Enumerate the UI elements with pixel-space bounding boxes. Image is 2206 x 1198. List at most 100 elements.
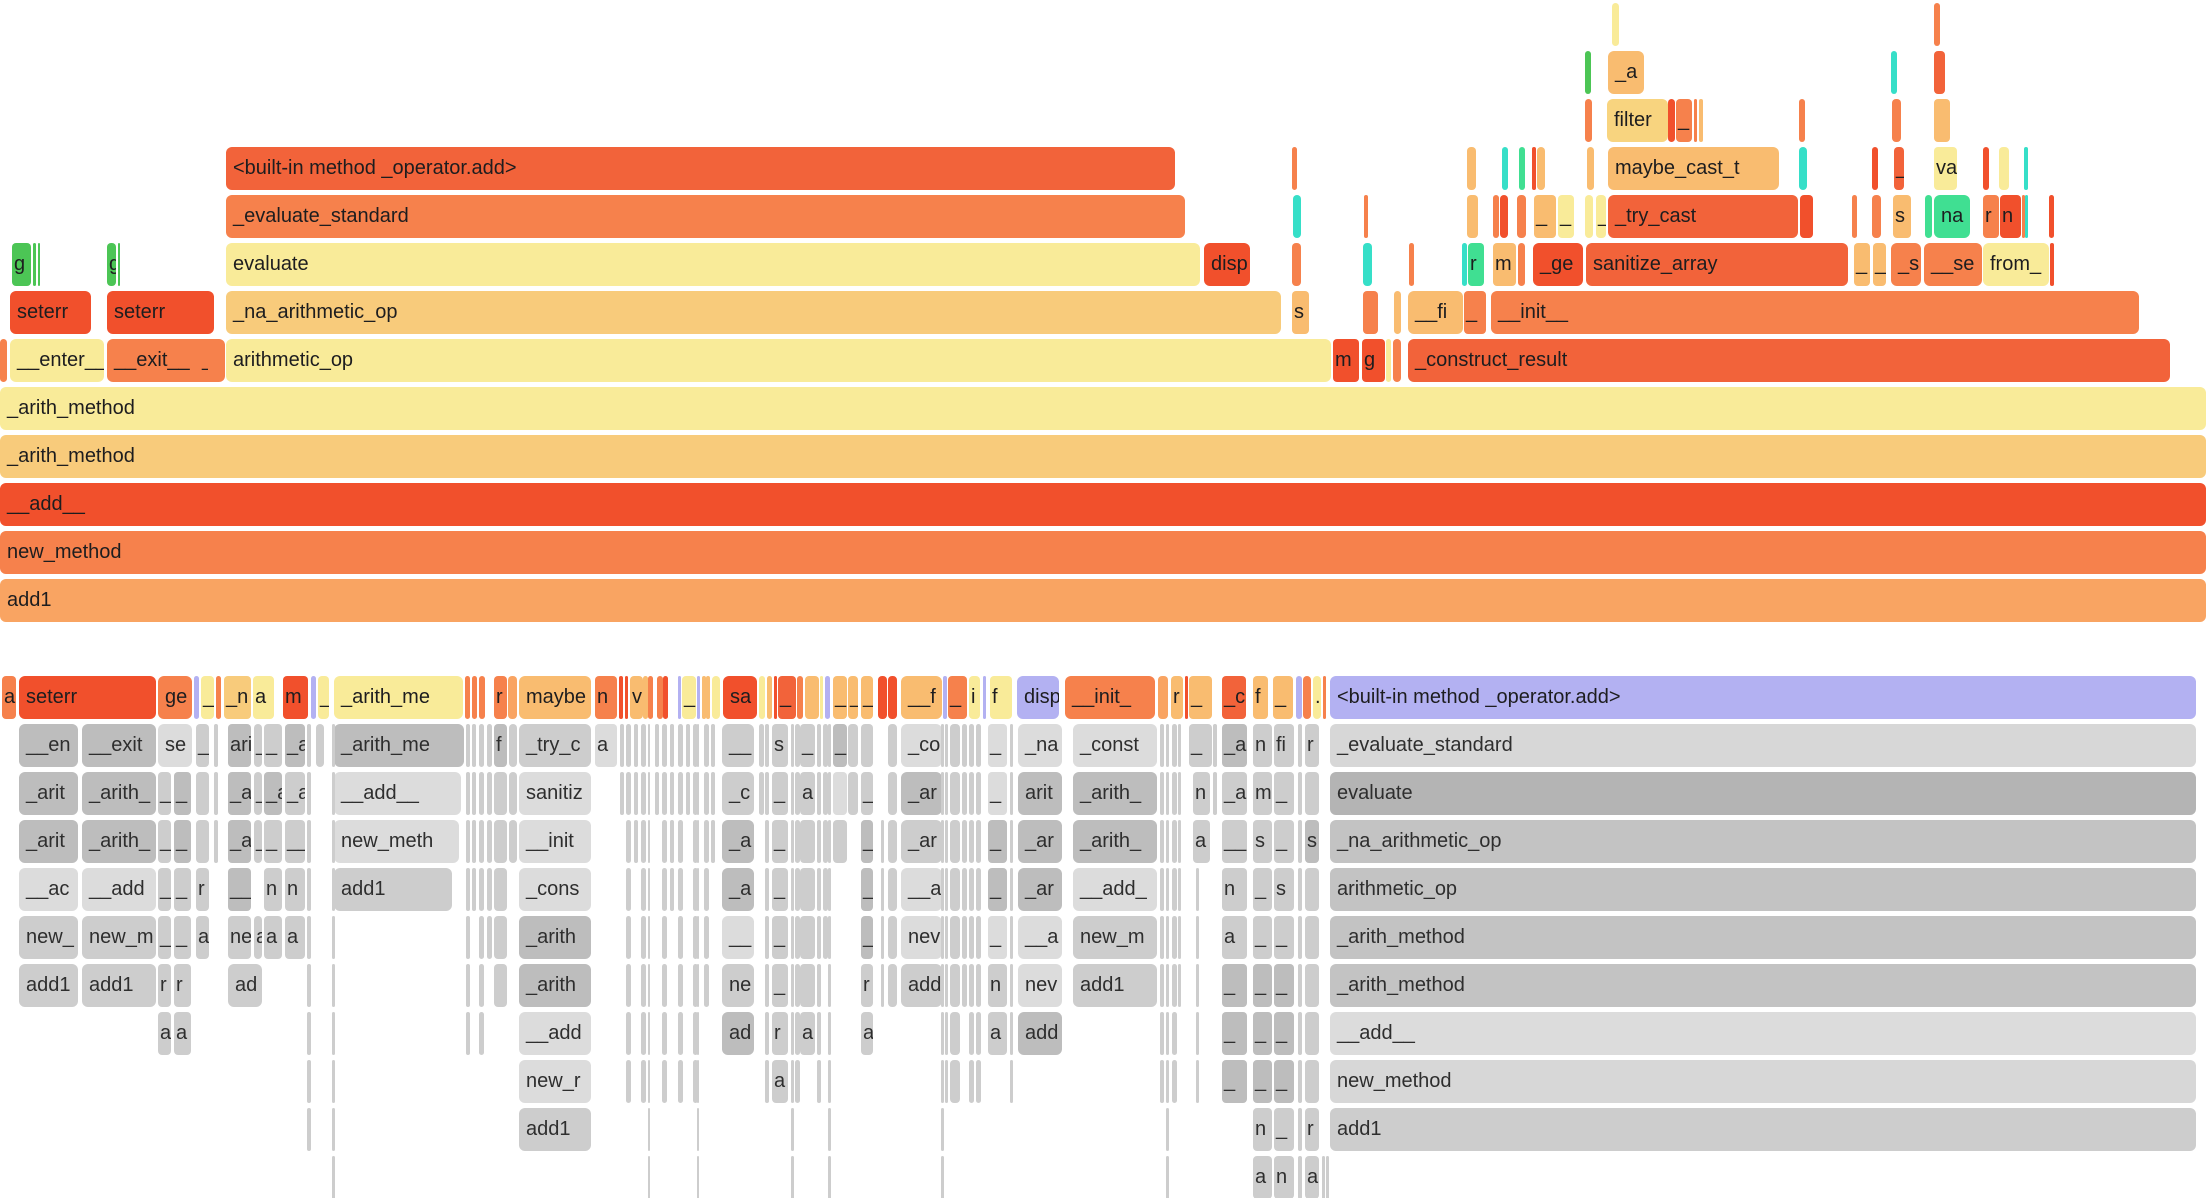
caller-frame-_arith_me[interactable]: _arith_me	[334, 724, 464, 767]
frame-sliver[interactable]	[1363, 243, 1372, 286]
caller-frame-sliver[interactable]	[697, 820, 699, 863]
caller-frame-sliver[interactable]	[1166, 964, 1169, 1007]
frame-n[interactable]: n	[595, 676, 617, 719]
frame-__enter__[interactable]: __enter__	[10, 339, 104, 382]
caller-frame-_ar[interactable]: _ar	[1018, 868, 1062, 911]
caller-frame-evaluate[interactable]: evaluate	[1330, 772, 2196, 815]
caller-frame-sliver[interactable]	[641, 1012, 646, 1055]
frame-maybe_cast_t[interactable]: maybe_cast_t	[1608, 147, 1779, 190]
frame-sliver[interactable]	[1394, 291, 1401, 334]
frame-seterr[interactable]: seterr	[19, 676, 156, 719]
frame-sliver[interactable]	[0, 339, 7, 382]
caller-frame-sliver[interactable]	[307, 964, 311, 1007]
caller-frame-sliver[interactable]	[662, 820, 667, 863]
caller-frame-sliver[interactable]	[711, 724, 715, 767]
caller-frame-sliver[interactable]	[950, 964, 960, 1007]
caller-frame-sliver[interactable]	[765, 724, 769, 767]
caller-frame-sliver[interactable]	[888, 964, 897, 1007]
caller-frame-sliver[interactable]	[795, 820, 800, 863]
caller-frame-a[interactable]: a	[158, 1012, 171, 1055]
frame-sliver[interactable]	[643, 676, 648, 719]
caller-frame-sliver[interactable]	[765, 772, 769, 815]
caller-frame-sliver[interactable]	[487, 820, 492, 863]
frame-i[interactable]: i	[969, 676, 980, 719]
caller-frame-_a[interactable]: _a	[228, 772, 251, 815]
caller-frame-_[interactable]: _	[254, 772, 262, 815]
caller-frame-sliver[interactable]	[697, 724, 699, 767]
caller-frame-sliver[interactable]	[487, 868, 492, 911]
caller-frame-sliver[interactable]	[969, 964, 974, 1007]
caller-frame-_cons[interactable]: _cons	[519, 868, 591, 911]
caller-frame-sliver[interactable]	[697, 964, 699, 1007]
caller-frame-sliver[interactable]	[648, 1156, 650, 1198]
caller-frame-sliver[interactable]	[1196, 1060, 1199, 1103]
frame-sliver[interactable]	[33, 243, 36, 286]
caller-frame-sliver[interactable]	[950, 772, 960, 815]
caller-frame-_[interactable]: _	[174, 820, 191, 863]
caller-frame-sliver[interactable]	[976, 820, 981, 863]
caller-frame-sliver[interactable]	[848, 724, 858, 767]
caller-frame-sliver[interactable]	[214, 724, 218, 767]
caller-frame-sliver[interactable]	[487, 916, 492, 959]
frame-sliver[interactable]	[1799, 99, 1805, 142]
caller-frame-a[interactable]: a	[988, 1012, 1007, 1055]
caller-frame-sliver[interactable]	[693, 1012, 698, 1055]
caller-frame-sliver[interactable]	[1178, 772, 1181, 815]
caller-frame-new_meth[interactable]: new_meth	[334, 820, 459, 863]
caller-frame-sliver[interactable]	[791, 964, 794, 1007]
caller-frame-sliver[interactable]	[817, 868, 821, 911]
caller-frame-sliver[interactable]	[704, 820, 709, 863]
caller-frame-sliver[interactable]	[662, 868, 667, 911]
caller-frame-_arith_[interactable]: _arith_	[82, 820, 156, 863]
caller-frame-sliver[interactable]	[795, 1012, 800, 1055]
caller-frame-sliver[interactable]	[307, 772, 311, 815]
frame-sliver[interactable]	[1668, 99, 1675, 142]
frame-sliver[interactable]	[1292, 147, 1297, 190]
caller-frame-__add_[interactable]: __add_	[1073, 868, 1157, 911]
caller-frame-sliver[interactable]	[962, 916, 967, 959]
caller-frame-sliver[interactable]	[888, 724, 897, 767]
frame-sliver[interactable]	[2022, 195, 2025, 238]
frame-r[interactable]: r	[1983, 195, 1999, 238]
caller-frame-sliver[interactable]	[466, 820, 470, 863]
caller-frame-a[interactable]: a	[1253, 1156, 1272, 1198]
caller-frame-sliver[interactable]	[316, 724, 324, 767]
caller-frame-sliver[interactable]	[678, 1012, 683, 1055]
caller-frame-_a[interactable]: _a	[722, 820, 754, 863]
frame-sliver[interactable]	[311, 676, 316, 719]
frame-sliver[interactable]	[1934, 99, 1950, 142]
caller-frame-add1[interactable]: add1	[82, 964, 156, 1007]
frame-sliver[interactable]	[878, 676, 887, 719]
caller-frame-sliver[interactable]	[795, 724, 800, 767]
frame-sliver[interactable]	[200, 291, 206, 334]
caller-frame-_evaluate_standard[interactable]: _evaluate_standard	[1330, 724, 2196, 767]
caller-frame-sliver[interactable]	[332, 1108, 335, 1151]
frame-na[interactable]: na	[1934, 195, 1970, 238]
caller-frame-_[interactable]: _	[1274, 916, 1294, 959]
caller-frame-sliver[interactable]	[941, 772, 944, 815]
caller-frame-__add[interactable]: __add	[82, 868, 156, 911]
caller-frame-new_m[interactable]: new_m	[82, 916, 156, 959]
caller-frame-s[interactable]: s	[1274, 868, 1294, 911]
caller-frame-a[interactable]: a	[285, 916, 305, 959]
caller-frame-sliver[interactable]	[969, 1012, 974, 1055]
frame-arithmetic_op[interactable]: arithmetic_op	[226, 339, 1331, 382]
caller-frame-sliver[interactable]	[950, 820, 960, 863]
caller-frame-_[interactable]: _	[772, 772, 788, 815]
caller-frame-sliver[interactable]	[641, 964, 646, 1007]
frame-_[interactable]: _	[778, 676, 796, 719]
caller-frame-sliver[interactable]	[704, 964, 709, 1007]
caller-frame-ne[interactable]: ne	[722, 964, 754, 1007]
frame-sliver[interactable]	[1612, 3, 1619, 46]
caller-frame-sliver[interactable]	[626, 1012, 631, 1055]
frame-_a[interactable]: _a	[1608, 51, 1644, 94]
caller-frame-sliver[interactable]	[332, 724, 335, 767]
caller-frame-_[interactable]: _	[1274, 964, 1294, 1007]
caller-frame-_[interactable]: _	[1253, 916, 1272, 959]
caller-frame-sliver[interactable]	[945, 1060, 948, 1103]
caller-frame-sliver[interactable]	[941, 1108, 944, 1151]
caller-frame-sliver[interactable]	[332, 772, 335, 815]
caller-frame-_[interactable]: _	[254, 820, 262, 863]
frame-sliver[interactable]	[1158, 676, 1168, 719]
caller-frame-_[interactable]: _	[772, 964, 788, 1007]
